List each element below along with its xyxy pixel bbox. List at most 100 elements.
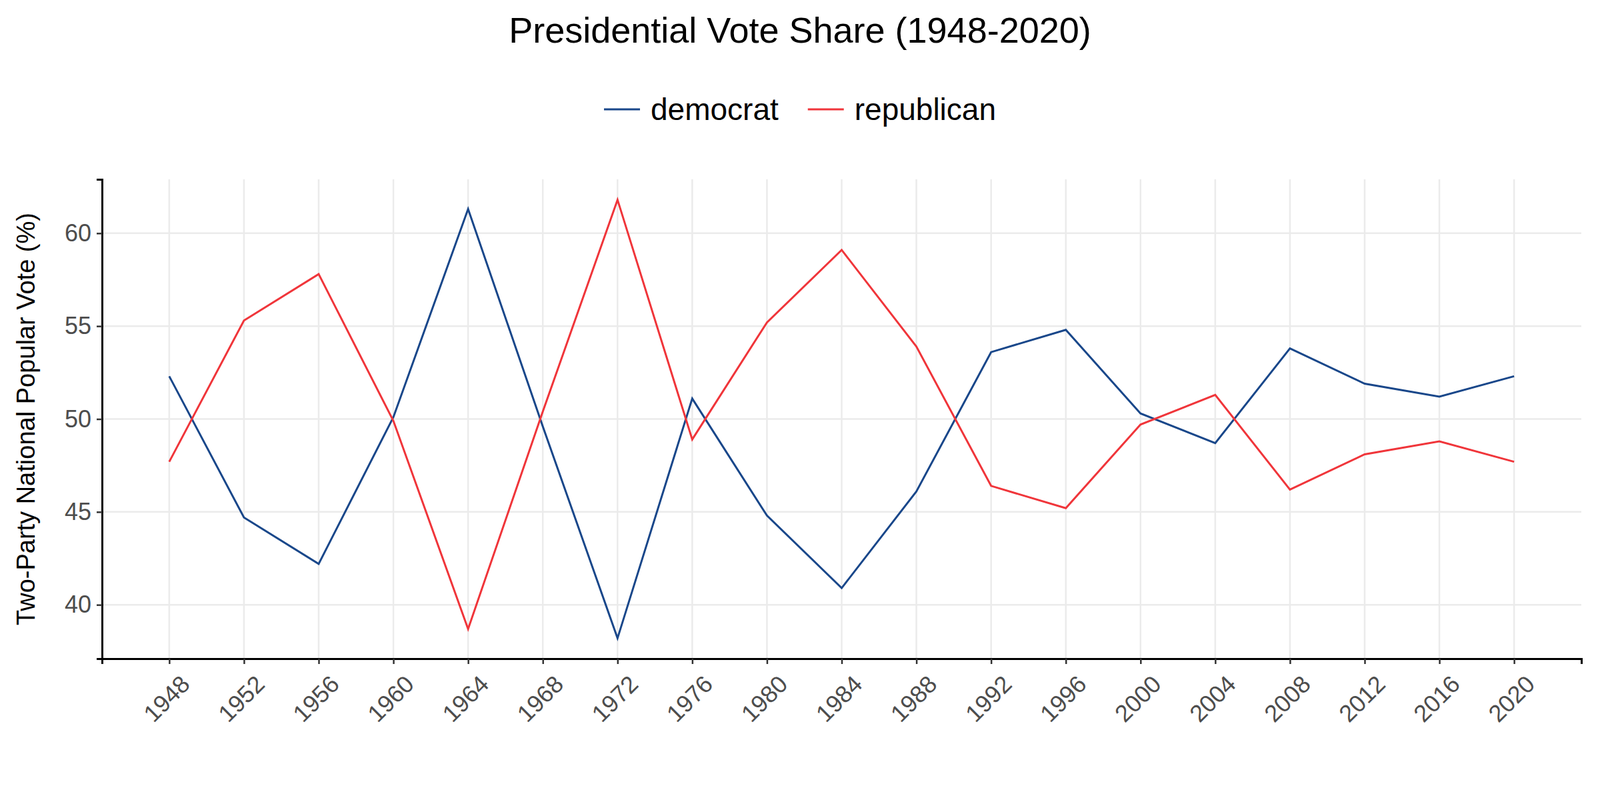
x-axis: 1948 1952 1956 1960 1964 1968 1972 1976 1980 1984… — [102, 658, 1582, 728]
grid-line-x — [691, 179, 694, 659]
x-tick: 1960 — [362, 658, 420, 728]
grid-line-x — [990, 179, 992, 659]
x-tick-mark — [841, 658, 844, 664]
x-tick-label: 1980 — [736, 670, 794, 728]
y-axis-line — [96, 180, 103, 660]
y-axis-title: Two-Party National Popular Vote (%) — [12, 212, 40, 626]
y-tick-label: 50 — [64, 405, 92, 433]
legend-label: republican — [854, 92, 996, 127]
x-tick-label: 2020 — [1482, 670, 1540, 728]
y-tick: 50 — [64, 405, 102, 433]
y-tick-label: 40 — [64, 590, 92, 618]
title: Presidential Vote Share (1948-2020) — [508, 10, 1092, 50]
x-tick: 2016 — [1408, 658, 1466, 728]
x-tick: 2004 — [1184, 658, 1242, 728]
y-tick: 45 — [64, 498, 102, 526]
x-tick-mark — [990, 658, 993, 664]
grid-line-x — [1140, 179, 1142, 659]
x-tick: 1972 — [586, 658, 644, 728]
x-tick: 1980 — [736, 658, 794, 728]
series-line — [169, 200, 1514, 630]
x-tick-mark — [766, 658, 769, 664]
x-axis-line — [102, 659, 1582, 665]
x-tick-mark — [1364, 658, 1366, 664]
grid-line-x — [318, 179, 320, 659]
grid-line-x — [1438, 179, 1441, 659]
y-tick-label: 55 — [64, 312, 92, 340]
x-tick-mark — [1065, 658, 1068, 664]
grid-line-x — [766, 179, 768, 659]
x-tick-label: 1972 — [586, 670, 644, 728]
y-axis: 40 45 50 55 60 — [64, 180, 103, 660]
x-tick-label: 2004 — [1184, 670, 1242, 728]
y-tick-mark — [96, 325, 102, 328]
x-tick-label: 1996 — [1034, 670, 1092, 728]
x-tick-label: 1960 — [362, 670, 420, 728]
legend-swatch — [604, 108, 640, 111]
x-tick-mark — [243, 658, 246, 664]
x-tick: 1952 — [212, 658, 270, 728]
x-tick: 2000 — [1109, 658, 1167, 728]
x-tick-mark — [542, 658, 544, 664]
x-tick-label: 1968 — [511, 670, 569, 728]
y-tick-mark — [96, 418, 102, 421]
grid-line-x — [1513, 179, 1516, 659]
x-tick-label: 2012 — [1333, 670, 1391, 728]
grid-line-x — [1214, 179, 1217, 659]
legend-swatch — [808, 108, 844, 111]
x-tick: 1992 — [960, 658, 1018, 728]
x-tick-label: 2008 — [1258, 670, 1316, 728]
x-tick-mark — [1513, 658, 1516, 664]
x-tick-label: 1976 — [661, 670, 719, 728]
x-tick-mark — [168, 658, 171, 664]
x-tick-mark — [916, 658, 918, 664]
grid-line-x — [168, 179, 171, 659]
series-line — [169, 209, 1514, 639]
x-tick-mark — [1438, 658, 1441, 664]
y-tick: 60 — [64, 219, 102, 247]
x-tick-mark — [692, 658, 694, 664]
grid-line-x — [1064, 179, 1067, 659]
x-tick-mark — [1214, 658, 1217, 664]
legend-item: republican — [808, 92, 996, 127]
x-tick: 1984 — [810, 658, 868, 728]
grid — [102, 179, 1582, 659]
x-tick-label: 2016 — [1408, 670, 1466, 728]
grid-line-x — [1364, 179, 1366, 659]
y-tick: 55 — [64, 312, 102, 340]
x-tick-label: 1992 — [960, 670, 1018, 728]
x-tick: 1968 — [511, 658, 569, 728]
legend: democrat republican — [604, 92, 996, 127]
y-tick-label: 45 — [64, 498, 92, 526]
x-tick: 2008 — [1258, 658, 1316, 728]
y-tick-mark — [96, 511, 102, 514]
x-tick-mark — [1289, 658, 1292, 664]
x-tick-label: 1952 — [212, 670, 270, 728]
x-tick-mark — [617, 658, 620, 664]
grid-line-x — [243, 179, 246, 659]
x-tick-mark — [318, 658, 320, 664]
x-tick-label: 1984 — [810, 670, 868, 728]
grid-line-x — [1289, 179, 1292, 659]
x-tick-label: 2000 — [1109, 670, 1167, 728]
x-tick: 1976 — [661, 658, 719, 728]
x-tick: 1964 — [436, 658, 494, 728]
x-tick-mark — [1140, 658, 1142, 664]
legend-item: democrat — [604, 92, 779, 127]
x-tick: 1956 — [287, 658, 345, 728]
y-tick: 40 — [64, 590, 102, 618]
x-tick: 2020 — [1482, 658, 1540, 728]
x-tick-label: 1948 — [138, 670, 196, 728]
x-tick-label: 1956 — [287, 670, 345, 728]
x-tick-label: 1964 — [436, 670, 494, 728]
x-tick-mark — [392, 658, 395, 664]
chart: Presidential Vote Share (1948-2020) 40 45 5… — [0, 0, 1600, 800]
y-tick-mark — [96, 232, 102, 235]
y-tick-mark — [96, 604, 102, 606]
y-tick-label: 60 — [64, 219, 92, 247]
x-tick: 1948 — [138, 658, 196, 728]
x-tick-label: 1988 — [885, 670, 943, 728]
lines — [169, 200, 1514, 639]
plot: 4045505560194819521956196019641968197219… — [64, 179, 1582, 728]
x-tick: 2012 — [1333, 658, 1391, 728]
